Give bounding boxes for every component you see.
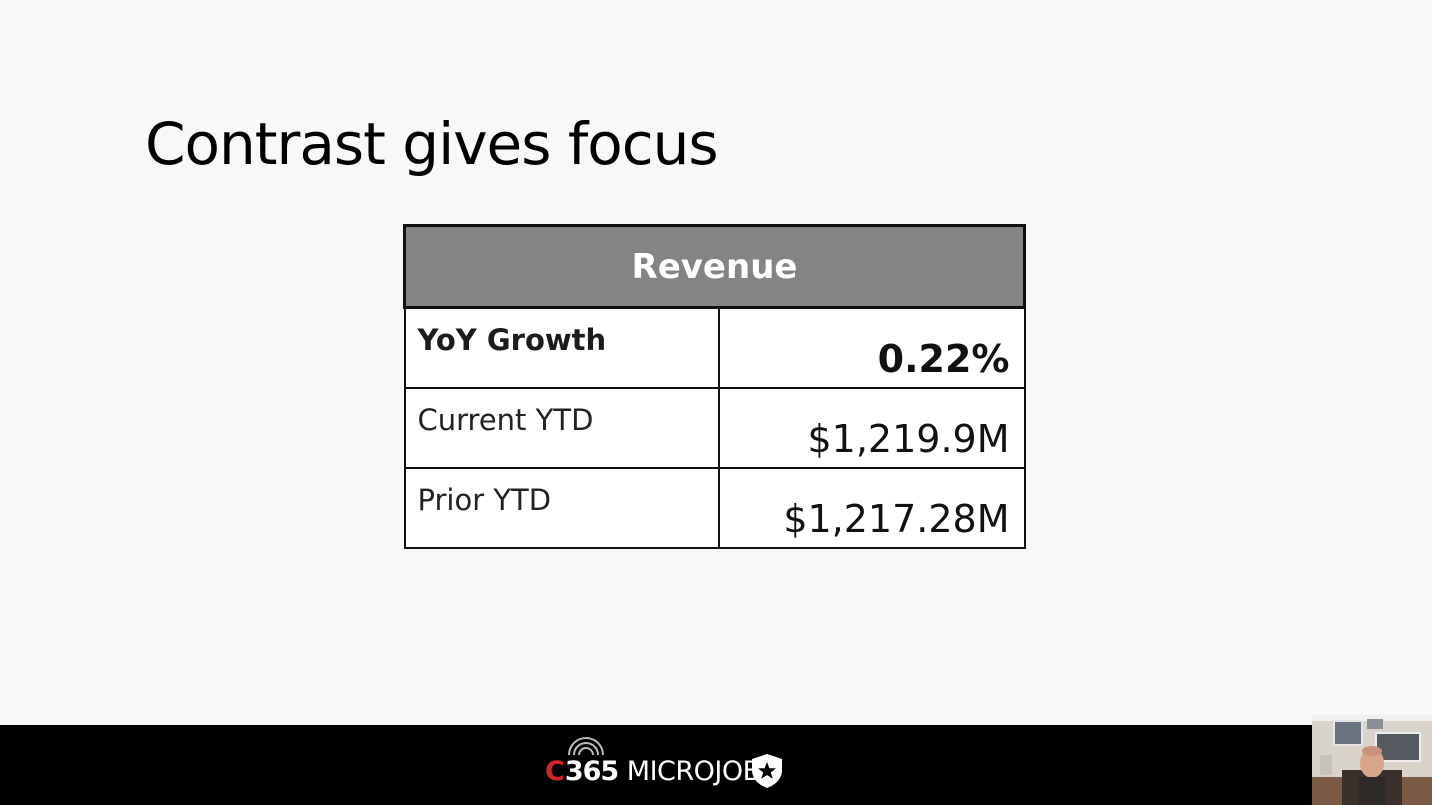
brand-logo: C365 MICROJOBS [545,735,795,795]
row-value-cell: $1,219.9M [717,387,1026,469]
table-row: YoY Growth 0.22% [403,306,1026,389]
logo-number: 365 [564,756,619,787]
revenue-table: Revenue YoY Growth 0.22% Current YTD $1,… [403,224,1026,549]
logo-text: C365 MICROJOBS [545,755,777,789]
table-header: Revenue [403,224,1026,309]
slide: Contrast gives focus Revenue YoY Growth … [145,110,1026,549]
footer-bar [0,725,1432,805]
signal-arc-icon [568,737,604,756]
row-value-cell: 0.22% [717,306,1026,389]
row-value: $1,217.28M [783,497,1010,541]
row-value: $1,219.9M [807,417,1010,461]
row-label-cell: Current YTD [403,387,720,469]
row-label: Current YTD [417,403,594,437]
table-row: Current YTD $1,219.9M [403,387,1026,469]
logo-c: C [545,756,565,787]
row-label-cell: Prior YTD [403,467,720,549]
row-value: 0.22% [877,337,1010,381]
webcam-feed [1312,715,1432,805]
row-label-cell: YoY Growth [403,306,720,389]
slide-title: Contrast gives focus [145,110,719,178]
webcam-presenter-image [1312,715,1432,805]
table-row: Prior YTD $1,217.28M [403,467,1026,549]
row-label: YoY Growth [417,323,607,357]
table-header-row: Revenue [403,224,1026,309]
row-label: Prior YTD [417,483,552,517]
row-value-cell: $1,217.28M [717,467,1026,549]
shield-star-icon [752,754,782,788]
